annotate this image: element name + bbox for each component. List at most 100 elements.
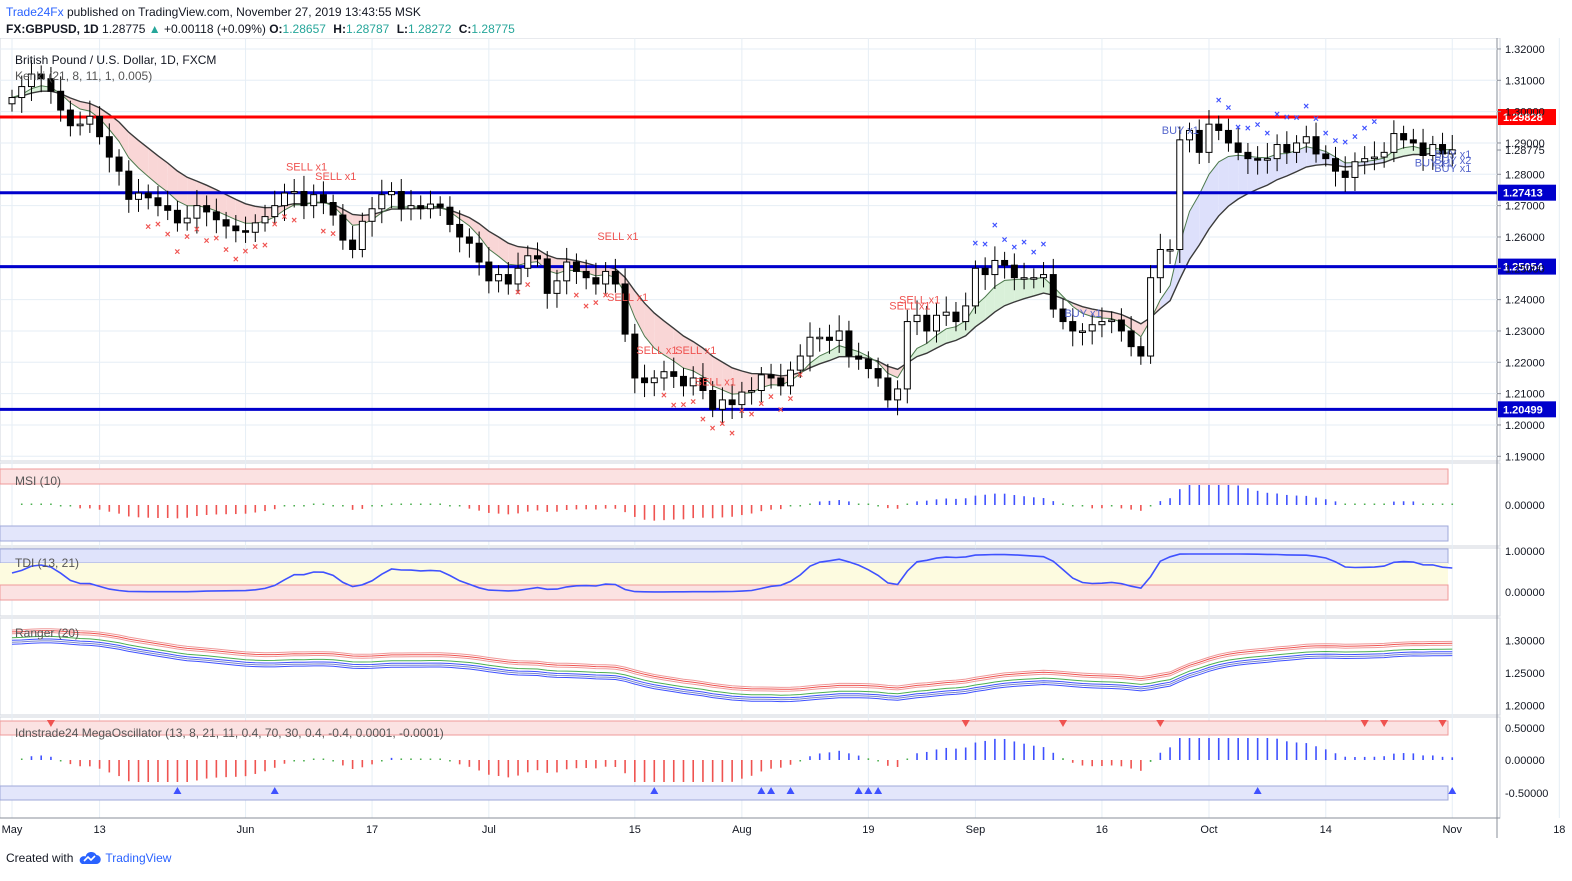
- msi-bar: [1286, 494, 1288, 505]
- candle-body: [903, 321, 911, 390]
- mega-sell-triangle: [1380, 720, 1389, 727]
- msi-bar: [1120, 505, 1123, 509]
- mega-buy-triangle: [767, 787, 776, 794]
- msi-bar: [1052, 501, 1055, 505]
- candle: [679, 367, 687, 397]
- mega-bar: [1110, 760, 1113, 766]
- msi-bar: [1383, 503, 1385, 505]
- candle-body: [222, 219, 230, 227]
- msi-bar: [235, 505, 237, 515]
- sell-marker: ×: [710, 423, 716, 434]
- candle-body: [1370, 156, 1378, 160]
- candle: [767, 363, 775, 389]
- msi-bar: [1023, 496, 1025, 505]
- cloud-segment: [673, 328, 684, 369]
- msi-bar: [1169, 498, 1171, 505]
- candle-body: [407, 205, 415, 210]
- mega-bar: [1305, 743, 1308, 760]
- candle-body: [8, 97, 16, 105]
- msi-bar: [750, 505, 753, 514]
- chart-header: Trade24Fx published on TradingView.com, …: [6, 4, 519, 38]
- mega-bar: [1169, 747, 1171, 760]
- mega-bar: [809, 756, 811, 760]
- mega-bar: [50, 756, 52, 760]
- sell-marker: ×: [262, 241, 268, 252]
- candle-body: [757, 374, 765, 392]
- candle-body: [1448, 149, 1456, 155]
- candle: [1322, 145, 1330, 167]
- candle-body: [1098, 321, 1106, 326]
- mega-bar: [468, 760, 471, 767]
- candle: [932, 302, 940, 343]
- mega-bar: [1354, 757, 1356, 760]
- candle: [57, 76, 65, 122]
- cloud-segment: [683, 336, 694, 371]
- candle-body: [1341, 170, 1349, 178]
- candle-body: [709, 390, 717, 410]
- pane-frame: [0, 617, 1501, 716]
- tradingview-link[interactable]: TradingView: [105, 851, 172, 865]
- mega-bar: [1091, 760, 1094, 767]
- candle-body: [1409, 139, 1417, 144]
- mega-bar: [30, 756, 33, 760]
- mega-bar: [1140, 760, 1142, 771]
- candle: [397, 179, 405, 222]
- candle-body: [1322, 153, 1330, 160]
- candle-body: [767, 374, 775, 379]
- buy-marker: ×: [1225, 103, 1231, 114]
- candle: [660, 360, 668, 391]
- candle-body: [602, 270, 610, 285]
- candle: [553, 269, 561, 308]
- msi-bar: [1217, 485, 1220, 505]
- cloud-segment: [1004, 279, 1015, 306]
- candle-body: [1020, 277, 1028, 280]
- mega-bar: [1393, 753, 1395, 760]
- cloud-segment: [1257, 157, 1268, 190]
- mega-bar: [108, 760, 111, 773]
- msi-bar: [439, 503, 441, 505]
- candle: [222, 211, 230, 239]
- ranger-line: [11, 640, 1453, 701]
- msi-bar: [799, 505, 802, 507]
- msi-bar: [98, 505, 101, 510]
- author-link[interactable]: Trade24Fx: [6, 5, 64, 19]
- mega-buy-triangle: [864, 787, 873, 794]
- mega-buy-triangle: [1448, 787, 1457, 794]
- msi-bar: [59, 505, 62, 507]
- msi-bar: [244, 505, 247, 514]
- candles: [8, 59, 1456, 425]
- symbol-label[interactable]: FX:GBPUSD, 1D: [6, 22, 99, 36]
- ranger-line: [11, 638, 1453, 699]
- candle: [981, 257, 989, 290]
- candle-body: [572, 261, 580, 272]
- mega-bar: [1402, 753, 1405, 760]
- candle-body: [280, 192, 288, 207]
- candle-body: [1429, 144, 1437, 156]
- mega-bar: [1208, 738, 1210, 760]
- candle-body: [1224, 129, 1232, 144]
- candle-body: [1069, 321, 1077, 332]
- mega-bar: [877, 760, 879, 762]
- mega-bar: [69, 760, 72, 765]
- candle: [37, 65, 45, 93]
- high-label: H:: [333, 22, 346, 36]
- tdi-tick-label: 0.00000: [1505, 587, 1545, 599]
- candle-body: [1293, 142, 1301, 153]
- cloud-segment: [1072, 303, 1083, 314]
- msi-bar: [458, 505, 461, 507]
- sell-marker: ×: [174, 247, 180, 258]
- candle: [1419, 128, 1427, 171]
- tdi-upper-band: [0, 548, 1449, 564]
- cloud-segment: [1267, 153, 1278, 186]
- time-tick-label: 17: [366, 824, 378, 836]
- cloud-segment: [1131, 318, 1141, 337]
- msi-bar: [361, 505, 364, 509]
- candle-body: [553, 280, 561, 294]
- mega-bar: [137, 760, 140, 782]
- open-value: 1.28657: [282, 22, 326, 36]
- candle-body: [748, 390, 756, 393]
- sell-marker: ×: [778, 405, 784, 416]
- mega-bar: [157, 760, 159, 782]
- sell-signal-label: SELL x1: [597, 231, 638, 243]
